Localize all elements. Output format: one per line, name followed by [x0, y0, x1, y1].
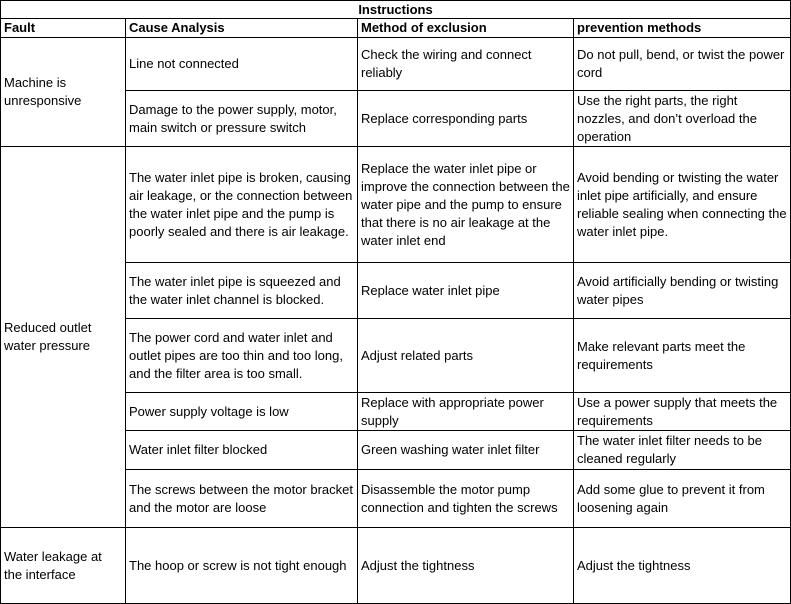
cause-cell: The water inlet pipe is broken, causing …: [125, 146, 358, 263]
method-cell: Green washing water inlet filter: [357, 430, 574, 470]
prevention-cell: Add some glue to prevent it from looseni…: [572, 469, 791, 528]
method-cell: Replace corresponding parts: [357, 90, 574, 147]
table-row: Water leakage at the interface The hoop o…: [0, 527, 791, 604]
cause-cell: The hoop or screw is not tight enough: [125, 527, 358, 604]
table-row: Water inlet filter blocked Green washing …: [1, 430, 791, 470]
prevention-cell: Avoid bending or twisting the water inle…: [572, 146, 791, 263]
method-cell: Check the wiring and connect reliably: [357, 37, 574, 91]
method-cell: Adjust the tightness: [357, 527, 574, 604]
method-cell: Replace the water inlet pipe or improve …: [357, 146, 574, 263]
table-title: Instructions: [0, 0, 791, 19]
prevention-cell: Make relevant parts meet the requirement…: [572, 318, 791, 393]
prevention-cell: Adjust the tightness: [572, 527, 791, 604]
prevention-cell: Avoid artificially bending or twisting w…: [572, 262, 791, 319]
cause-cell: Water inlet filter blocked: [125, 430, 358, 470]
cause-cell: Line not connected: [125, 37, 358, 91]
table-row: Machine is unresponsive Line not connecte…: [0, 37, 791, 147]
table-row: Power supply voltage is low Replace with …: [1, 392, 791, 431]
prevention-cell: Use the right parts, the right nozzles, …: [572, 90, 791, 147]
method-cell: Replace water inlet pipe: [357, 262, 574, 319]
cause-cell: The screws between the motor bracket and…: [125, 469, 358, 528]
method-cell: Replace with appropriate power supply: [357, 392, 574, 431]
prevention-cell: Use a power supply that meets the requir…: [572, 392, 791, 431]
cause-cell: The water inlet pipe is squeezed and the…: [125, 262, 358, 319]
prevention-cell: Do not pull, bend, or twist the power co…: [572, 37, 791, 91]
method-cell: Adjust related parts: [357, 318, 574, 393]
cause-cell: Damage to the power supply, motor, main …: [125, 90, 358, 147]
fault-cell: Reduced outlet water pressure: [0, 146, 126, 528]
table-row: Damage to the power supply, motor, main …: [1, 90, 791, 147]
table-row: The screws between the motor bracket and…: [1, 469, 791, 528]
header-method-of-exclusion: Method of exclusion: [357, 18, 574, 38]
fault-cell: Water leakage at the interface: [0, 527, 126, 604]
cause-cell: The power cord and water inlet and outle…: [125, 318, 358, 393]
fault-cell: Machine is unresponsive: [0, 37, 126, 147]
method-cell: Disassemble the motor pump connection an…: [357, 469, 574, 528]
table-row: Reduced outlet water pressure The water i…: [0, 146, 791, 528]
header-prevention-methods: prevention methods: [572, 18, 791, 38]
table-row: The power cord and water inlet and outle…: [1, 318, 791, 393]
header-fault: Fault: [0, 18, 126, 38]
header-cause-analysis: Cause Analysis: [125, 18, 358, 38]
table-row: The water inlet pipe is squeezed and the…: [1, 262, 791, 319]
cause-cell: Power supply voltage is low: [125, 392, 358, 431]
prevention-cell: The water inlet filter needs to be clean…: [572, 430, 791, 470]
